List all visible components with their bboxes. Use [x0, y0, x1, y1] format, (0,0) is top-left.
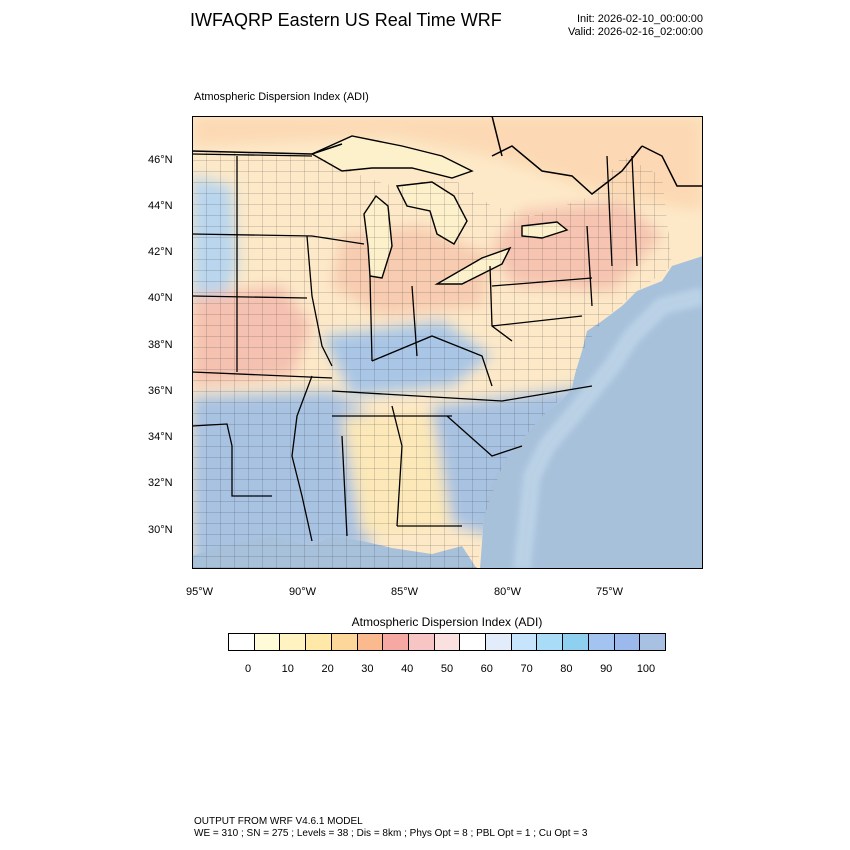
lat-label: 42°N	[148, 246, 173, 258]
run-times: Init: 2026-02-10_00:00:00 Valid: 2026-02…	[540, 13, 703, 39]
canada-warm-region	[192, 116, 703, 211]
lat-label: 46°N	[148, 154, 173, 166]
lat-label: 32°N	[148, 477, 173, 489]
colorbar-cell	[537, 634, 564, 650]
colorbar-label: 100	[636, 663, 656, 675]
lon-label: 90°W	[289, 586, 317, 598]
state-boundaries	[192, 153, 638, 542]
lon-label: 75°W	[596, 586, 624, 598]
colorbar-label: 60	[480, 663, 493, 675]
colorbar-cell	[434, 634, 461, 650]
lat-label: 40°N	[148, 292, 173, 304]
lon-label: 85°W	[391, 586, 419, 598]
lat-label: 36°N	[148, 385, 173, 397]
county-grid	[192, 151, 672, 569]
colorbar-cell	[460, 634, 487, 650]
colorbar-cell	[511, 634, 538, 650]
adi-map	[192, 116, 703, 569]
lat-label: 34°N	[148, 431, 173, 443]
lat-label: 44°N	[148, 200, 173, 212]
colorbar-cell	[357, 634, 384, 650]
plot-title: IWFAQRP Eastern US Real Time WRF	[190, 10, 502, 30]
colorbar-label: 80	[560, 663, 573, 675]
colorbar-label: 50	[440, 663, 454, 675]
colorbar-title: Atmospheric Dispersion Index (ADI)	[351, 615, 543, 629]
lat-label: 38°N	[148, 339, 173, 351]
model-footer: OUTPUT FROM WRF V4.6.1 MODEL WE = 310 ; …	[194, 816, 587, 840]
lat-label: 30°N	[148, 524, 173, 536]
colorbar-cell	[408, 634, 435, 650]
colorbar-label: 70	[520, 663, 533, 675]
colorbar-label: 0	[244, 663, 252, 675]
lon-label: 80°W	[494, 586, 522, 598]
footer-line-2: WE = 310 ; SN = 275 ; Levels = 38 ; Dis …	[194, 828, 588, 839]
colorbar-label: 20	[321, 663, 334, 675]
colorbar-label: 30	[361, 663, 374, 675]
atlantic-shelf	[513, 287, 703, 569]
colorbar-cell	[640, 634, 665, 650]
colorbar-cell	[588, 634, 615, 650]
colorbar-cell	[280, 634, 307, 650]
footer-line-1: OUTPUT FROM WRF V4.6.1 MODEL	[194, 816, 363, 827]
colorbar-cell	[331, 634, 358, 650]
colorbar-label: 10	[281, 663, 294, 675]
colorbar-cell	[614, 634, 641, 650]
valid-time: Valid: 2026-02-16_02:00:00	[568, 26, 703, 38]
init-time: Init: 2026-02-10_00:00:00	[577, 13, 703, 25]
map-frame	[192, 116, 703, 569]
colorbar-cell	[383, 634, 409, 650]
colorbar-cell	[486, 634, 512, 650]
colorbar-cell	[306, 634, 332, 650]
colorbar-label: 40	[401, 663, 414, 675]
colorbar-label: 90	[600, 663, 613, 675]
lake-superior	[310, 135, 474, 179]
lon-label: 95°W	[186, 586, 214, 598]
colorbar	[228, 633, 666, 651]
coastlines	[192, 116, 703, 195]
colorbar-cell	[563, 634, 589, 650]
colorbar-cell	[229, 634, 255, 650]
variable-title: Atmospheric Dispersion Index (ADI)	[194, 91, 369, 103]
colorbar-cell	[254, 634, 281, 650]
